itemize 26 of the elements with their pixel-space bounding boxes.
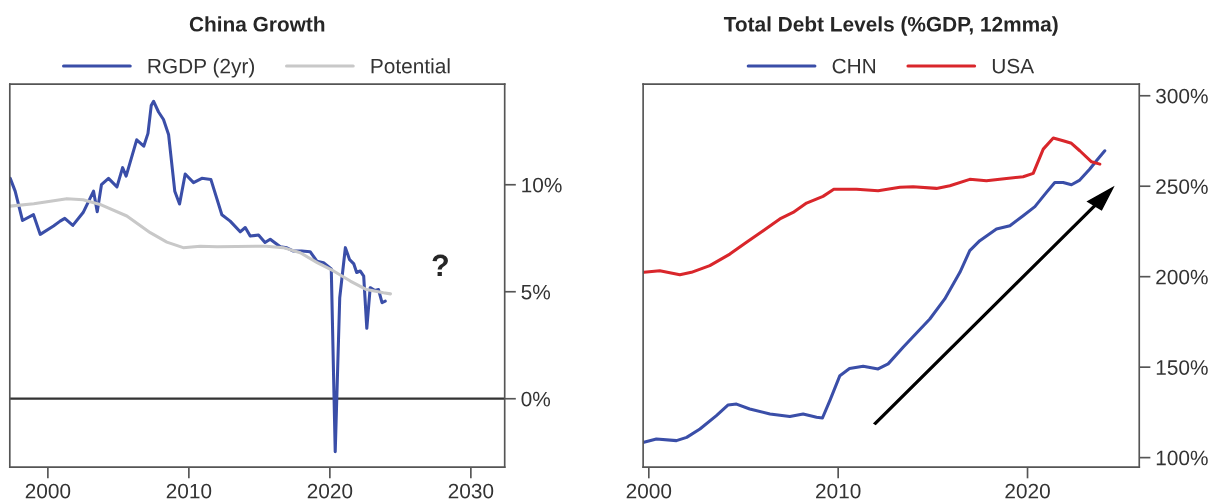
line-series xyxy=(9,99,387,454)
x-tick-label: 2020 xyxy=(307,483,353,499)
x-tick-label: 2000 xyxy=(626,483,672,499)
line-series xyxy=(643,149,1107,444)
legend-label: RGDP (2yr) xyxy=(148,58,255,78)
x-tick-label: 2020 xyxy=(1005,483,1050,499)
y-tick-label: 5% xyxy=(521,284,551,300)
chart-title: China Growth xyxy=(189,16,325,32)
y-tick-label: 150% xyxy=(1156,360,1208,375)
chart-title: Total Debt Levels (%GDP, 12mma) xyxy=(723,16,1058,36)
x-tick-label: 2030 xyxy=(448,483,494,499)
y-tick-label: 100% xyxy=(1156,450,1208,466)
y-tick-label: 0% xyxy=(521,391,551,407)
line-series xyxy=(643,136,1102,277)
legend-label: Potential xyxy=(371,58,450,74)
y-tick-label: 300% xyxy=(1156,88,1208,104)
line-series xyxy=(9,197,393,296)
x-tick-label: 2010 xyxy=(166,483,212,499)
y-tick-label: 200% xyxy=(1156,269,1208,285)
y-tick-label: 250% xyxy=(1156,179,1208,194)
x-tick-label: 2010 xyxy=(816,483,861,499)
legend-label: CHN xyxy=(832,58,876,74)
annotation: ? xyxy=(432,254,448,276)
legend-label: USA xyxy=(992,58,1035,74)
x-tick-label: 2000 xyxy=(25,483,71,499)
y-tick-label: 10% xyxy=(522,177,562,193)
